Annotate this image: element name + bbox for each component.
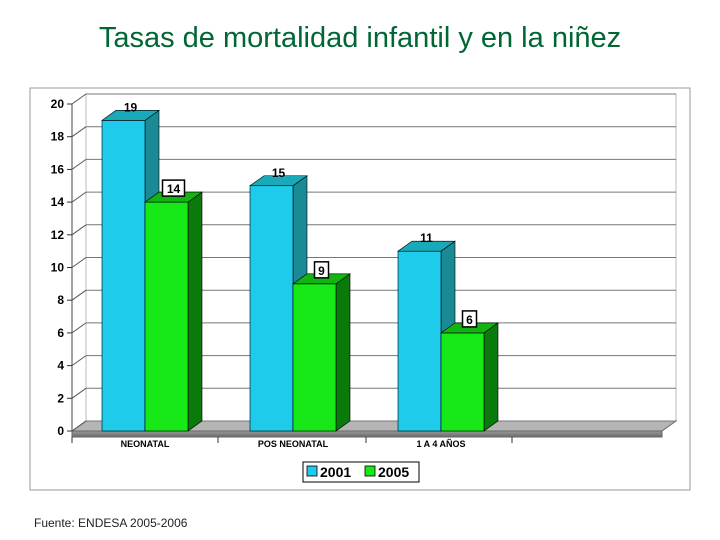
gridline-diagonal — [71, 257, 87, 268]
bar-side-2005-1 — [335, 273, 351, 432]
data-label: 19 — [124, 100, 138, 114]
y-tick-label: 2 — [57, 391, 64, 405]
legend-label-2005: 2005 — [378, 464, 409, 480]
gridline-diagonal — [71, 420, 87, 432]
y-tick-label: 16 — [51, 162, 65, 176]
y-tick-label: 0 — [57, 424, 64, 438]
gridline-diagonal — [71, 355, 87, 367]
floor-edge — [71, 430, 663, 438]
y-tick-label: 10 — [51, 261, 65, 275]
y-tick-label: 14 — [51, 195, 65, 209]
bar-2001-2 — [397, 250, 442, 432]
data-label: 9 — [318, 264, 325, 278]
gridline-diagonal — [71, 387, 87, 399]
bar-2005-2 — [440, 332, 485, 432]
bar-top-2005-2 — [440, 322, 499, 334]
x-tick-label: 1 A 4 AÑOS — [416, 439, 465, 449]
source-note: Fuente: ENDESA 2005-2006 — [34, 516, 188, 530]
y-axis: 0 2 4 6 8 10 12 14 16 18 20 — [51, 97, 72, 438]
data-label-box — [461, 310, 478, 328]
y-tick-label: 6 — [57, 326, 64, 340]
gridline-diagonal — [71, 126, 87, 138]
y-tick-label: 20 — [51, 97, 65, 111]
bar-top-2001-1 — [249, 175, 308, 187]
y-tick-label: 18 — [51, 130, 65, 144]
bar-2005-0 — [144, 201, 189, 432]
y-tick-label: 12 — [51, 228, 65, 242]
data-label: 6 — [466, 313, 473, 327]
gridline-diagonal — [71, 289, 87, 301]
gridline-diagonal — [71, 224, 87, 236]
legend-box — [302, 461, 420, 483]
data-label-box — [161, 179, 186, 197]
bar-2005-1 — [292, 283, 337, 432]
legend-swatch-2005 — [364, 465, 376, 477]
x-axis: NEONATAL POS NEONATAL 1 A 4 AÑOS — [71, 437, 513, 449]
bars: 19 14 15 9 11 6 — [101, 100, 499, 432]
gridline-diagonal — [71, 93, 87, 105]
gridline-diagonal — [71, 158, 87, 170]
bar-2001-0 — [101, 120, 146, 432]
bar-2001-1 — [249, 185, 294, 432]
x-tick-label: NEONATAL — [121, 439, 170, 449]
bar-top-2005-1 — [292, 273, 351, 285]
y-tick-label: 8 — [57, 293, 64, 307]
bar-side-2005-0 — [187, 191, 203, 432]
gridline-diagonal — [71, 322, 87, 334]
chart-title: Tasas de mortalidad infantil y en la niñ… — [98, 22, 622, 54]
bar-top-2001-0 — [101, 110, 160, 121]
data-label: 15 — [272, 166, 286, 180]
gridline-diagonal — [71, 191, 87, 203]
legend: 2001 2005 — [302, 461, 420, 483]
x-tick-label: POS NEONATAL — [258, 439, 329, 449]
data-label-box — [313, 261, 330, 279]
bar-side-2005-2 — [483, 322, 499, 432]
bar-top-2005-0 — [144, 191, 203, 203]
y-tick-label: 4 — [57, 359, 64, 373]
legend-label-2001: 2001 — [320, 464, 351, 480]
legend-swatch-2001 — [306, 465, 318, 477]
bar-top-2001-2 — [397, 240, 456, 252]
data-label: 14 — [167, 182, 181, 196]
data-label: 11 — [420, 231, 433, 245]
